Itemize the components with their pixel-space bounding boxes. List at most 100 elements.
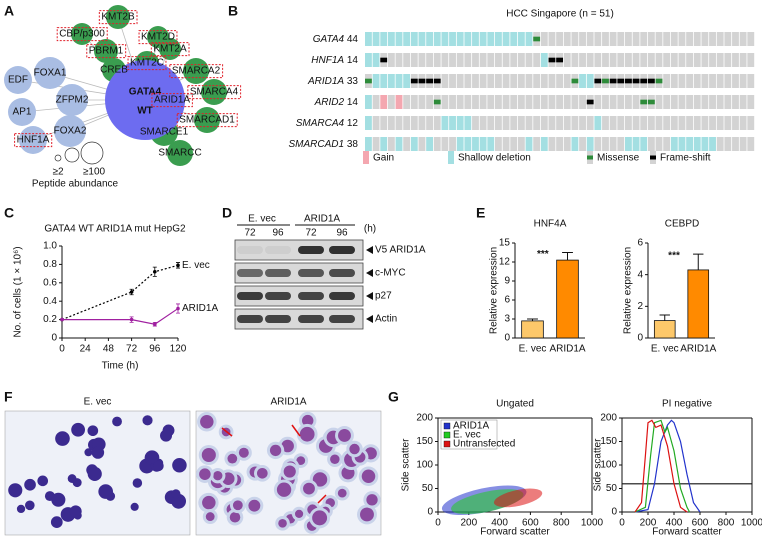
y-tick-label: 4 <box>637 269 643 280</box>
y-axis-label: Relative expression <box>623 247 634 334</box>
node-label: EDF <box>8 75 28 86</box>
cell <box>380 95 388 109</box>
cell <box>132 478 143 488</box>
cell <box>625 137 632 151</box>
cell <box>747 53 755 67</box>
y-tick-label: 0 <box>504 333 510 344</box>
node-label: SMARCC <box>158 148 201 159</box>
group-label: E. vec <box>248 214 276 225</box>
y-tick-label: 9 <box>504 276 510 287</box>
x-axis-label: Time (h) <box>102 361 139 372</box>
cell <box>283 465 296 478</box>
cell <box>548 74 556 88</box>
cell <box>663 137 671 151</box>
cell <box>540 137 548 151</box>
oncoprint-title: HCC Singapore (n = 51) <box>506 9 614 20</box>
cell <box>147 453 158 464</box>
count: 33 <box>347 76 359 87</box>
arrowhead <box>366 315 373 323</box>
cell <box>747 74 755 88</box>
cell <box>540 74 548 88</box>
cell <box>441 137 449 151</box>
cell <box>732 32 739 46</box>
cell <box>510 32 518 46</box>
cell <box>625 53 632 67</box>
cell <box>464 137 472 151</box>
y-tick-label: 3 <box>504 314 510 325</box>
highlight-box <box>14 133 53 148</box>
cell <box>563 137 571 151</box>
cell <box>365 137 372 151</box>
node-label: FOXA1 <box>34 68 67 79</box>
highlight-box <box>169 64 224 79</box>
cell <box>663 53 671 67</box>
cell <box>556 32 564 46</box>
y-axis-label: Relative expression <box>489 247 500 334</box>
x-tick-label: 600 <box>692 518 709 529</box>
highlight-box <box>151 93 193 108</box>
cell <box>632 95 640 109</box>
legend-swatch-inner <box>587 155 593 160</box>
cell <box>380 116 388 130</box>
chart-title: CEBPD <box>665 219 699 230</box>
cell <box>410 32 418 46</box>
cell <box>670 116 678 130</box>
cell <box>640 137 648 151</box>
panel-label: F <box>4 389 13 405</box>
cell <box>238 447 249 458</box>
cell <box>540 32 548 46</box>
node-label: KMT2C <box>130 58 164 69</box>
node-label: SMARCA2 <box>172 66 221 77</box>
time-label: 72 <box>305 228 317 239</box>
cell <box>372 74 380 88</box>
cell <box>472 95 479 109</box>
band <box>237 246 263 254</box>
row-label: HNF1A 14 <box>311 55 358 66</box>
cell <box>716 74 724 88</box>
cell <box>395 32 403 46</box>
cell <box>701 74 709 88</box>
cell <box>456 95 464 109</box>
series-line <box>62 308 179 325</box>
cell <box>418 53 426 67</box>
cell <box>563 53 571 67</box>
micrograph-label: E. vec <box>84 397 112 408</box>
cell <box>472 116 479 130</box>
node <box>56 84 88 116</box>
cell <box>387 74 395 88</box>
cell <box>349 443 360 455</box>
cell <box>732 137 739 151</box>
x-tick-label: 200 <box>460 518 477 529</box>
cell <box>617 137 625 151</box>
y-tick-label: 15 <box>499 238 511 249</box>
y-tick-label: 0.4 <box>43 296 57 307</box>
cell-mutation <box>426 78 434 84</box>
x-tick-label: ARID1A <box>680 344 716 355</box>
cell <box>647 32 655 46</box>
y-tick-label: 150 <box>600 436 617 447</box>
cell <box>199 468 211 480</box>
cell <box>693 74 701 88</box>
cell-mutation <box>365 78 372 84</box>
cell <box>556 116 564 130</box>
cell <box>739 137 747 151</box>
cell <box>410 137 418 151</box>
cell <box>586 137 594 151</box>
legend-label: Frame-shift <box>660 153 711 164</box>
cell <box>366 494 378 506</box>
cell <box>200 415 214 429</box>
cell <box>395 116 403 130</box>
cell <box>269 444 282 457</box>
cell <box>201 447 216 463</box>
cell <box>739 95 747 109</box>
cell <box>693 116 701 130</box>
point <box>153 322 157 327</box>
cell <box>632 53 640 67</box>
band <box>265 246 291 254</box>
series-label: ARID1A <box>182 303 218 314</box>
cell <box>87 466 102 482</box>
cell <box>71 422 86 437</box>
cell <box>732 116 739 130</box>
arrowhead <box>366 292 373 300</box>
